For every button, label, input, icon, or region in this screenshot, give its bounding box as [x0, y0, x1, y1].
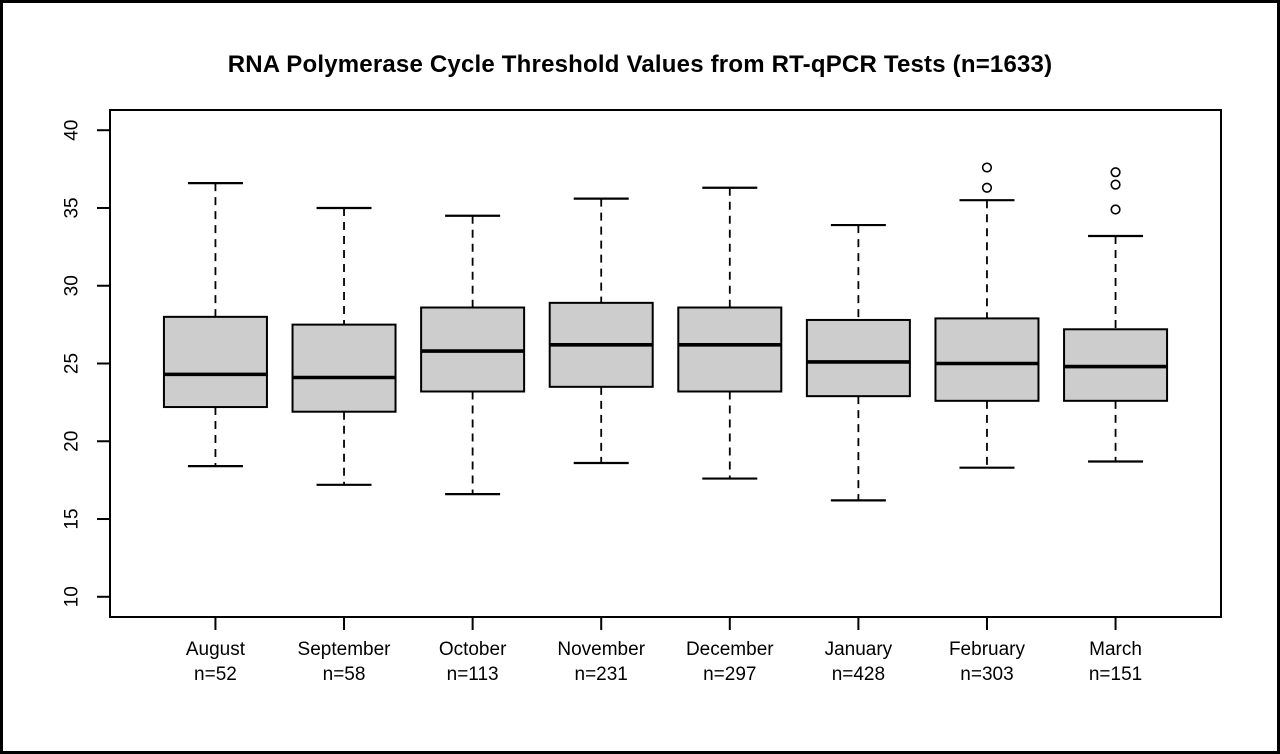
box-group-september: September n=58	[291, 206, 397, 685]
iqr-box	[677, 306, 783, 393]
plot-svg: 10 15 20 25 30 35 40 August n=52 September n=58 Oct…	[62, 109, 1222, 685]
outlier-point	[1110, 167, 1121, 178]
x-tick-label-n: n=113	[447, 664, 499, 685]
x-tick-label-month: January	[825, 639, 893, 660]
x-tick-label-month: February	[949, 639, 1026, 660]
box-group-january: January n=428	[805, 223, 911, 685]
x-tick-label-n: n=428	[832, 664, 885, 685]
x-tick-label-n: n=151	[1089, 664, 1142, 685]
y-tick-label: 10	[62, 586, 83, 607]
x-tick-label-n: n=231	[575, 664, 628, 685]
x-tick-label-n: n=297	[703, 664, 756, 685]
x-tick-label-n: n=58	[323, 664, 366, 685]
x-tick-label-month: October	[439, 639, 507, 660]
outlier-point	[981, 162, 993, 173]
box-group-august: August n=52	[162, 181, 268, 685]
iqr-box	[805, 318, 911, 398]
box-group-december: December n=297	[677, 186, 783, 685]
iqr-box	[162, 315, 268, 409]
y-tick-label: 15	[62, 508, 83, 529]
y-tick-label: 25	[62, 353, 83, 374]
chart-title: RNA Polymerase Cycle Threshold Values fr…	[227, 51, 1053, 78]
y-tick-label: 20	[62, 431, 83, 452]
x-tick-label-month: November	[557, 639, 645, 660]
outlier-point	[981, 182, 993, 193]
iqr-box	[291, 323, 397, 413]
outlier-point	[1110, 204, 1121, 215]
outlier-point	[1110, 179, 1121, 190]
y-tick-label: 35	[62, 197, 83, 218]
box-group-november: November n=231	[548, 197, 654, 685]
plot-border	[109, 109, 1222, 618]
iqr-box	[934, 317, 1040, 402]
x-tick-label-n: n=303	[960, 664, 1013, 685]
x-tick-label-month: December	[686, 639, 774, 660]
x-tick-label-month: September	[298, 639, 392, 660]
x-tick-label-month: August	[186, 639, 246, 660]
box-group-march: March n=151	[1063, 167, 1169, 685]
y-tick-label: 30	[62, 275, 83, 296]
y-tick-label: 40	[62, 120, 83, 141]
x-tick-label-n: n=52	[194, 664, 237, 685]
box-group-february: February n=303	[934, 162, 1040, 685]
x-tick-label-month: March	[1089, 639, 1142, 660]
box-group-october: October n=113	[420, 214, 526, 685]
